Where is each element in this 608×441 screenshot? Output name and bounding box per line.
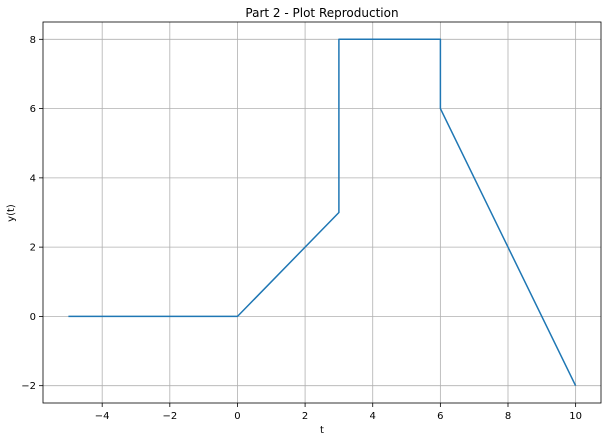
y-axis: −2 0 2 4 6 8	[21, 35, 43, 392]
series-line	[68, 38, 577, 387]
x-tick-label: 2	[302, 411, 308, 422]
x-tick-label: 4	[370, 411, 376, 422]
x-tick-label: 8	[505, 411, 511, 422]
y-tick-label: −2	[21, 381, 36, 392]
series-group	[68, 38, 577, 387]
y-tick-label: 4	[30, 173, 36, 184]
y-tick-label: 0	[30, 312, 36, 323]
x-axis-label: t	[320, 425, 324, 436]
y-tick-label: 2	[30, 243, 36, 254]
x-tick-label: −2	[162, 411, 177, 422]
x-tick-label: 6	[437, 411, 443, 422]
y-axis-label: y(t)	[6, 204, 17, 222]
chart-title: Part 2 - Plot Reproduction	[245, 6, 398, 20]
x-tick-label: 10	[569, 411, 582, 422]
x-tick-label: −4	[95, 411, 110, 422]
x-tick-label: 0	[234, 411, 240, 422]
x-axis: −4 −2 0 2 4 6 8 10	[95, 403, 582, 422]
y-tick-label: 6	[30, 104, 36, 115]
plot-frame	[42, 21, 602, 404]
y-tick-label: 8	[30, 35, 36, 46]
